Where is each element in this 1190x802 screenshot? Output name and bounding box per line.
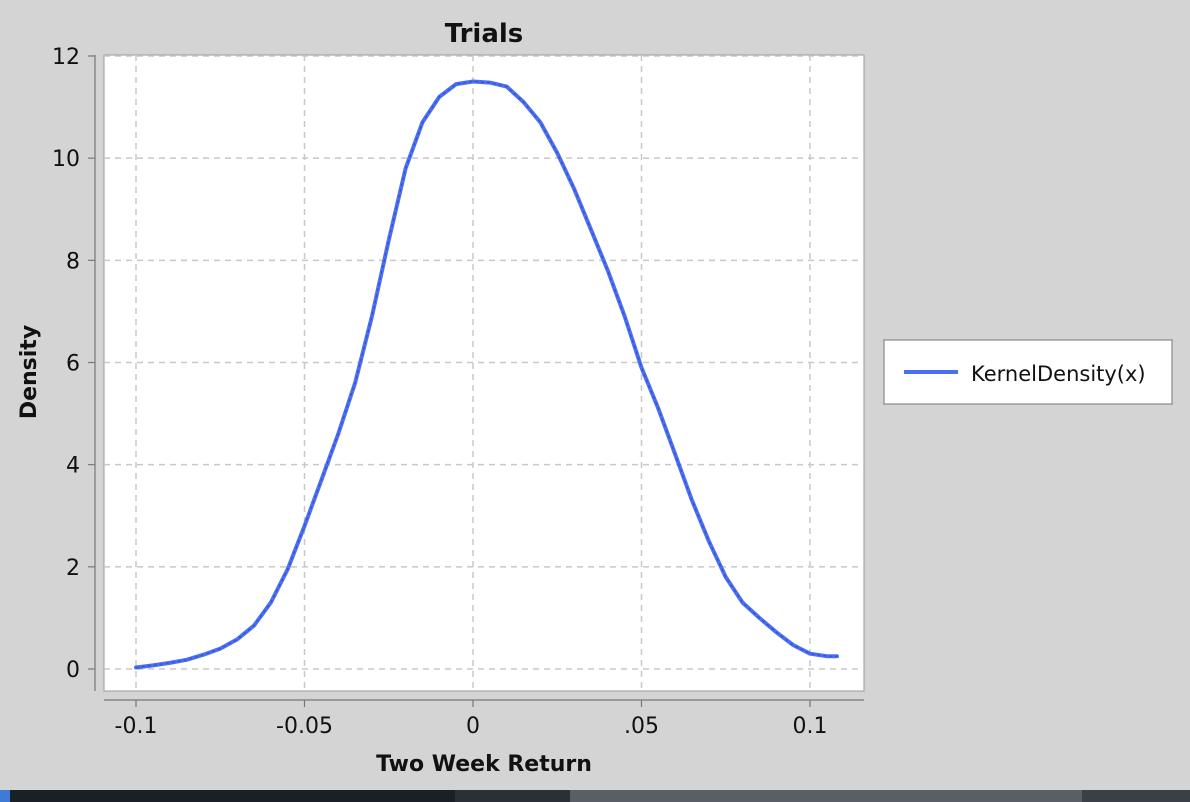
x-axis-label: Two Week Return xyxy=(376,752,592,777)
y-tick-label: 8 xyxy=(66,249,80,274)
y-axis-label: Density xyxy=(17,325,42,419)
background-window-strip xyxy=(0,790,1190,802)
x-tick-label: -0.05 xyxy=(276,714,333,739)
y-tick-label: 2 xyxy=(66,556,80,581)
x-tick-label: 0.1 xyxy=(793,714,828,739)
axes: -0.1 -0.05 0 .05 0.1 0 2 4 6 8 10 12 xyxy=(52,45,864,739)
y-tick-label: 4 xyxy=(66,454,80,479)
x-tick-label: .05 xyxy=(624,714,659,739)
y-tick-label: 12 xyxy=(52,45,80,70)
legend: KernelDensity(x) xyxy=(883,339,1173,405)
background-panel-gray xyxy=(570,790,1082,802)
chart-title: Trials xyxy=(445,19,524,49)
background-panel-dark xyxy=(0,790,455,802)
y-tick-label: 10 xyxy=(52,147,80,172)
plot-area xyxy=(103,54,865,692)
series-layer xyxy=(134,79,839,670)
grid-lines xyxy=(104,55,864,691)
background-panel-right xyxy=(1082,790,1190,802)
y-tick-label: 6 xyxy=(66,352,80,377)
legend-label: KernelDensity(x) xyxy=(971,362,1146,386)
background-accent xyxy=(0,790,10,802)
x-tick-label: -0.1 xyxy=(115,714,158,739)
x-tick-label: 0 xyxy=(466,714,480,739)
y-tick-label: 0 xyxy=(66,658,80,683)
